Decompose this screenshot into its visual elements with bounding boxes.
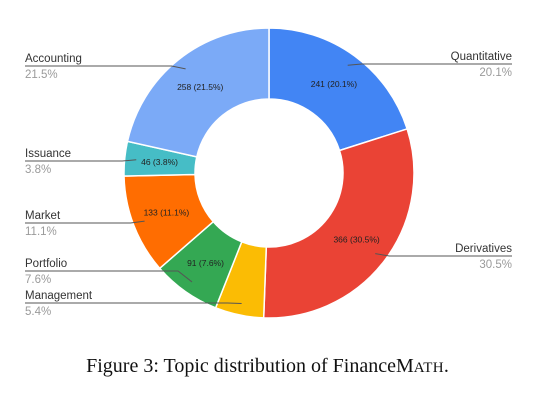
leader-line-quantitative xyxy=(347,63,512,66)
leader-line-management xyxy=(25,302,242,305)
slice-accounting xyxy=(126,27,270,158)
slice-label-issuance: 46 (3.8%) xyxy=(141,157,178,167)
leader-line-issuance xyxy=(25,159,137,162)
caption-ath: ATH xyxy=(413,360,444,376)
caption-prefix: Figure 3: Topic distribution of Finance xyxy=(86,355,396,377)
category-percent-derivatives: 30.5% xyxy=(479,259,512,271)
outside-labels-group: Quantitative 20.1% Derivatives 30.5% Managem… xyxy=(25,51,512,318)
slice-labels-group: 241 (20.1%) 366 (30.5%) 91 (7.6%) 133 (11.1… xyxy=(141,79,380,268)
category-percent-portfolio: 7.6% xyxy=(25,274,51,286)
category-label-quantitative: Quantitative xyxy=(451,51,512,63)
leader-line-market xyxy=(25,220,145,224)
caption-m: M xyxy=(396,355,414,377)
category-label-market: Market xyxy=(25,210,61,222)
leader-line-accounting xyxy=(25,65,186,70)
category-label-management: Management xyxy=(25,290,93,302)
donut-chart: 241 (20.1%) 366 (30.5%) 91 (7.6%) 133 (11.1… xyxy=(25,27,512,319)
slice-quantitative xyxy=(268,27,409,152)
category-label-derivatives: Derivatives xyxy=(455,243,512,255)
slices-group xyxy=(123,27,415,319)
leader-line-portfolio xyxy=(25,270,193,283)
category-percent-management: 5.4% xyxy=(25,306,51,318)
category-percent-issuance: 3.8% xyxy=(25,164,51,176)
slice-label-accounting: 258 (21.5%) xyxy=(177,82,223,92)
leader-lines-group xyxy=(25,63,512,305)
caption-suffix: . xyxy=(443,355,449,377)
category-percent-quantitative: 20.1% xyxy=(479,67,512,79)
slice-label-market: 133 (11.1%) xyxy=(144,208,190,218)
category-label-portfolio: Portfolio xyxy=(25,258,67,270)
leader-line-derivatives xyxy=(375,253,512,257)
category-percent-accounting: 21.5% xyxy=(25,69,58,81)
category-label-issuance: Issuance xyxy=(25,148,71,160)
slice-label-portfolio: 91 (7.6%) xyxy=(187,258,224,268)
slice-derivatives xyxy=(262,127,415,319)
slice-label-derivatives: 366 (30.5%) xyxy=(333,235,379,245)
slice-label-quantitative: 241 (20.1%) xyxy=(311,79,357,89)
figure-caption: Figure 3: Topic distribution of FinanceM… xyxy=(0,355,535,378)
category-label-accounting: Accounting xyxy=(25,53,82,65)
category-percent-market: 11.1% xyxy=(25,226,57,238)
